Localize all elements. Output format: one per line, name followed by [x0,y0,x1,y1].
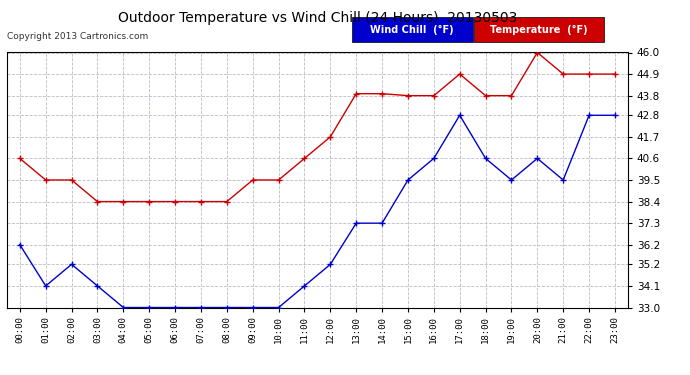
Text: Wind Chill  (°F): Wind Chill (°F) [371,24,454,34]
Text: Outdoor Temperature vs Wind Chill (24 Hours)  20130503: Outdoor Temperature vs Wind Chill (24 Ho… [118,11,517,25]
FancyBboxPatch shape [352,17,473,42]
Text: Copyright 2013 Cartronics.com: Copyright 2013 Cartronics.com [7,32,148,41]
Text: Temperature  (°F): Temperature (°F) [491,24,588,34]
FancyBboxPatch shape [474,17,604,42]
